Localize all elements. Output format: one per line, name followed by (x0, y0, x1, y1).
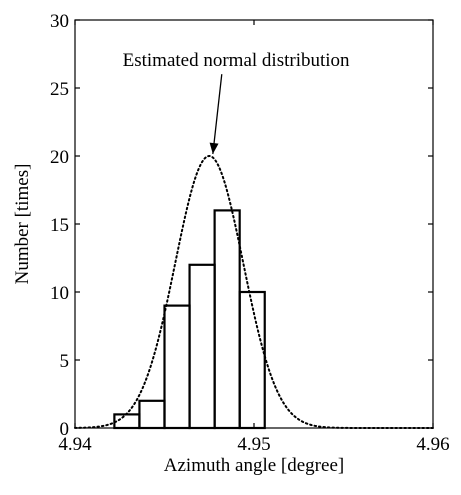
histogram-bar-4 (188, 263, 216, 430)
y-tick-label: 15 (50, 215, 69, 236)
annotation-arrow (212, 74, 223, 155)
histogram-bar-6 (238, 290, 266, 430)
x-tick-label: 4.94 (58, 434, 92, 455)
histogram-bar-1 (113, 413, 141, 430)
y-tick-label: 10 (50, 283, 69, 304)
plot-area (74, 154, 434, 430)
y-tick-label: 20 (50, 147, 69, 168)
annotation-arrowhead (209, 142, 219, 154)
axes (74, 19, 434, 429)
plot-frame (74, 19, 434, 429)
y-tick-label: 0 (60, 419, 70, 440)
histogram-bar-5 (213, 209, 241, 430)
labels: 4.94 4.95 4.96 0 5 10 15 20 25 30 Azimuth angle [d… (12, 11, 450, 476)
x-axis-label: Azimuth angle [degree] (164, 455, 344, 476)
annotation-label: Estimated normal distribution (123, 50, 350, 71)
y-tick-label: 30 (50, 11, 69, 32)
histogram-bar-2 (138, 399, 166, 430)
x-tick-label: 4.96 (416, 434, 449, 455)
histogram-bar-3 (163, 304, 191, 430)
y-axis-label: Number [times] (12, 164, 33, 285)
y-tick-label: 25 (50, 79, 69, 100)
x-tick-label: 4.95 (237, 434, 270, 455)
y-tick-label: 5 (60, 351, 70, 372)
